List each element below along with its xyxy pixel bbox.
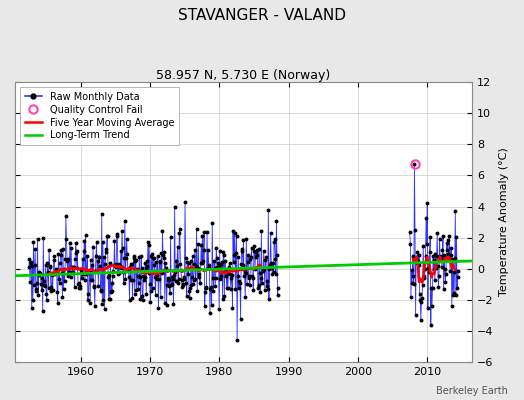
Title: 58.957 N, 5.730 E (Norway): 58.957 N, 5.730 E (Norway) [157, 69, 331, 82]
Y-axis label: Temperature Anomaly (°C): Temperature Anomaly (°C) [499, 148, 509, 296]
Text: STAVANGER - VALAND: STAVANGER - VALAND [178, 8, 346, 23]
Legend: Raw Monthly Data, Quality Control Fail, Five Year Moving Average, Long-Term Tren: Raw Monthly Data, Quality Control Fail, … [20, 87, 179, 145]
Text: Berkeley Earth: Berkeley Earth [436, 386, 508, 396]
